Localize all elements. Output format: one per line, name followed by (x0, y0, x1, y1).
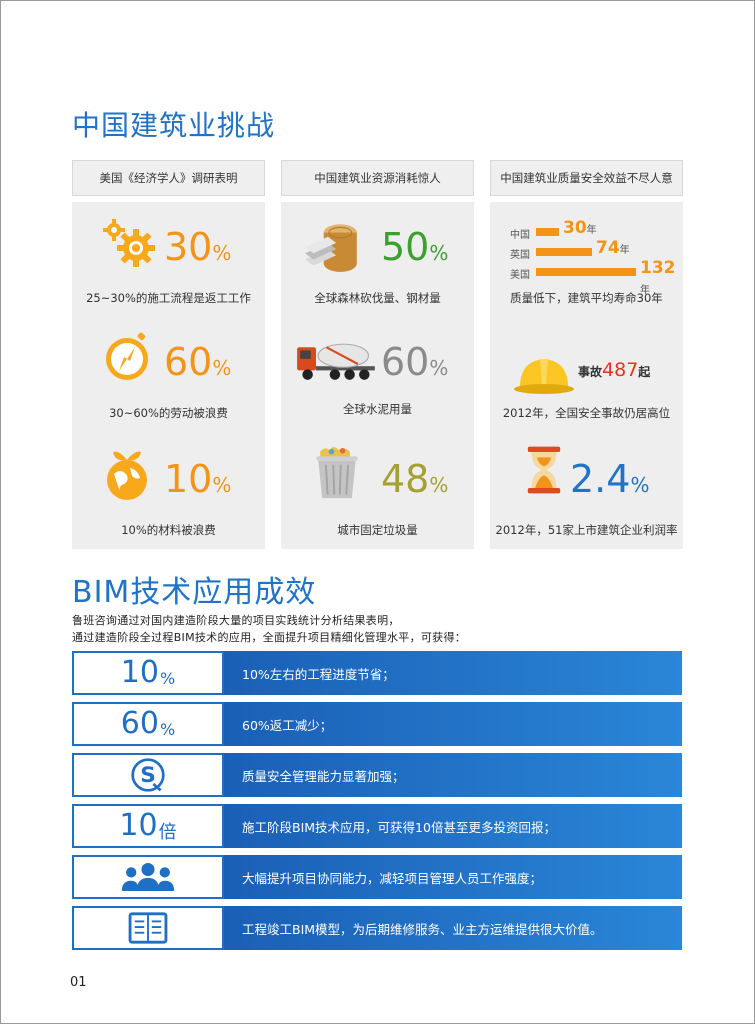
page-number: 01 (70, 975, 87, 990)
bar-value: 74年 (596, 238, 630, 258)
cement-truck-icon (297, 343, 375, 380)
gears-icon (103, 219, 155, 267)
stat-caption: 2012年，51家上市建筑企业利润率 (495, 523, 678, 537)
globe-leaf-icon (107, 451, 147, 500)
stat-value: 2.4% (570, 457, 650, 501)
stat-value: 48% (381, 457, 449, 501)
stat-caption: 全球森林砍伐量、钢材量 (314, 291, 441, 305)
column-economist: 30% 25~30%的施工流程是返工工作 60% 30~60%的劳动被浪费 10… (72, 202, 265, 549)
stat-cell: 10% 10%的材料被浪费 (72, 434, 265, 544)
benefit-figure (72, 906, 224, 950)
lifespan-bar-row: 中国 30年 (510, 218, 680, 242)
stat-value: 30% (164, 225, 232, 269)
benefit-figure: S (72, 753, 224, 797)
notebook-icon (128, 912, 168, 944)
stat-value: 60% (164, 340, 232, 384)
column-header-economist: 美国《经济学人》调研表明 (72, 160, 265, 196)
stat-value: 60% (381, 340, 449, 384)
stat-caption: 全球水泥用量 (343, 402, 412, 416)
benefit-text: 质量安全管理能力显著加强； (224, 753, 682, 797)
benefit-text: 10%左右的工程进度节省； (224, 651, 682, 695)
benefit-figure: 10% (72, 651, 224, 695)
bar-label: 英国 (510, 250, 530, 261)
intro-line: 鲁班咨询通过对国内建造阶段大量的项目实践统计分析结果表明， (72, 614, 400, 627)
stat-caption: 10%的材料被浪费 (121, 523, 216, 537)
compass-icon (106, 332, 148, 380)
benefit-figure: 10 倍 (72, 804, 224, 848)
quality-s-icon: S (131, 758, 165, 792)
team-icon (121, 863, 175, 891)
benefit-row: 60% 60%返工减少； (72, 702, 682, 746)
benefit-figure: 60% (72, 702, 224, 746)
section-title-challenges: 中国建筑业挑战 (72, 109, 276, 142)
hourglass-icon (527, 446, 561, 494)
wood-steel-icon (305, 224, 357, 272)
intro-text: 鲁班咨询通过对国内建造阶段大量的项目实践统计分析结果表明， 通过建造阶段全过程B… (72, 612, 466, 646)
stat-cell: 2.4% 2012年，51家上市建筑企业利润率 (490, 434, 683, 544)
stat-value: 10% (164, 457, 232, 501)
lifespan-bar-row: 美国 132年 (510, 258, 680, 296)
stat-caption: 2012年，全国安全事故仍居高位 (502, 406, 671, 420)
benefit-row: 工程竣工BIM模型，为后期维修服务、业主方运维提供很大价值。 (72, 906, 682, 950)
stat-cell: 60% 30~60%的劳动被浪费 (72, 317, 265, 427)
column-header-quality: 中国建筑业质量安全效益不尽人意 (490, 160, 683, 196)
bar-label: 中国 (510, 230, 530, 241)
stat-cell: 50% 全球森林砍伐量、钢材量 (281, 202, 474, 312)
lifespan-bar (536, 248, 592, 256)
column-header-resources: 中国建筑业资源消耗惊人 (281, 160, 474, 196)
benefit-row: S 质量安全管理能力显著加强； (72, 753, 682, 797)
stat-caption: 30~60%的劳动被浪费 (109, 406, 228, 420)
lifespan-bar-row: 英国 74年 (510, 238, 680, 262)
stat-cell: 48% 城市固定垃圾量 (281, 434, 474, 544)
bar-label: 美国 (510, 270, 530, 281)
benefit-row: 10 倍 施工阶段BIM技术应用，可获得10倍甚至更多投资回报； (72, 804, 682, 848)
stat-cell: 事故487起 2012年，全国安全事故仍居高位 (490, 317, 683, 427)
benefit-text: 60%返工减少； (224, 702, 682, 746)
stat-caption: 质量低下，建筑平均寿命30年 (510, 291, 663, 305)
bar-value: 30年 (563, 218, 597, 238)
bar-value: 132年 (640, 258, 676, 296)
hard-hat-icon (514, 359, 574, 394)
benefit-row: 大幅提升项目协同能力，减轻项目管理人员工作强度； (72, 855, 682, 899)
lifespan-bar (536, 228, 559, 236)
benefit-row: 10% 10%左右的工程进度节省； (72, 651, 682, 695)
section-title-bim: BIM技术应用成效 (72, 575, 317, 610)
lifespan-chart: 中国 30年英国 74年美国 132年 质量低下，建筑平均寿命30年 (490, 202, 683, 312)
benefit-text: 施工阶段BIM技术应用，可获得10倍甚至更多投资回报； (224, 804, 682, 848)
benefit-text: 工程竣工BIM模型，为后期维修服务、业主方运维提供很大价值。 (224, 906, 682, 950)
accident-stat: 事故487起 (578, 359, 651, 381)
intro-line: 通过建造阶段全过程BIM技术的应用，全面提升项目精细化管理水平，可获得： (72, 631, 467, 644)
stat-cell: 30% 25~30%的施工流程是返工工作 (72, 202, 265, 312)
benefit-text: 大幅提升项目协同能力，减轻项目管理人员工作强度； (224, 855, 682, 899)
trash-can-icon (316, 447, 358, 499)
svg-text:S: S (140, 763, 156, 788)
stat-cell: 60% 全球水泥用量 (281, 317, 474, 427)
lifespan-bars: 中国 30年英国 74年美国 132年 (510, 218, 680, 296)
stat-caption: 25~30%的施工流程是返工工作 (86, 291, 251, 305)
stat-caption: 城市固定垃圾量 (337, 523, 418, 537)
stat-value: 50% (381, 225, 449, 269)
benefit-figure (72, 855, 224, 899)
lifespan-bar (536, 268, 636, 276)
column-quality: 中国 30年英国 74年美国 132年 质量低下，建筑平均寿命30年 事故487起 2… (490, 202, 683, 549)
column-resources: 50% 全球森林砍伐量、钢材量 60% 全球水泥用量 48% 城市固定垃圾量 (281, 202, 474, 549)
